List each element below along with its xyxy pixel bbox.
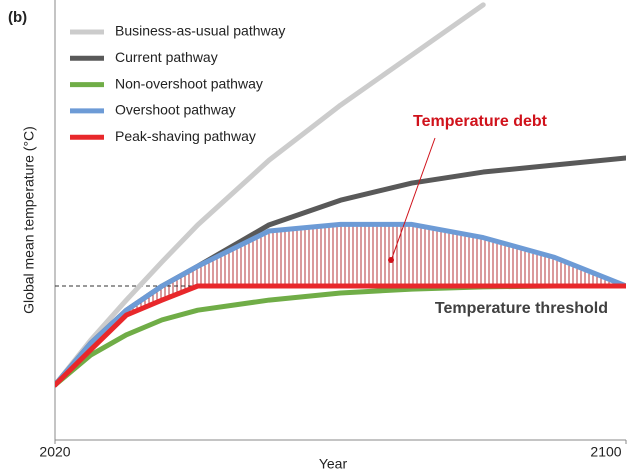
series-line (55, 2, 486, 388)
legend-label: Non-overshoot pathway (115, 75, 263, 91)
series-line (55, 283, 626, 388)
x-axis-label: Year (319, 456, 348, 472)
series-line (55, 221, 626, 388)
temperature-debt-area (55, 224, 626, 385)
y-axis-label: Global mean temperature (°C) (21, 126, 37, 314)
debt-arrow-dot (388, 257, 394, 263)
panel-label: (b) (8, 9, 27, 26)
x-tick-label: 2100 (590, 444, 621, 460)
debt-arrow (391, 137, 436, 259)
threshold-label: Temperature threshold (435, 300, 608, 317)
legend-label: Current pathway (115, 49, 218, 65)
x-tick-label: 2020 (39, 444, 70, 460)
legend-label: Peak-shaving pathway (115, 128, 256, 144)
plot-area (55, 2, 626, 388)
legend-label: Overshoot pathway (115, 102, 236, 118)
debt-label: Temperature debt (413, 113, 548, 130)
legend-label: Business-as-usual pathway (115, 23, 285, 39)
